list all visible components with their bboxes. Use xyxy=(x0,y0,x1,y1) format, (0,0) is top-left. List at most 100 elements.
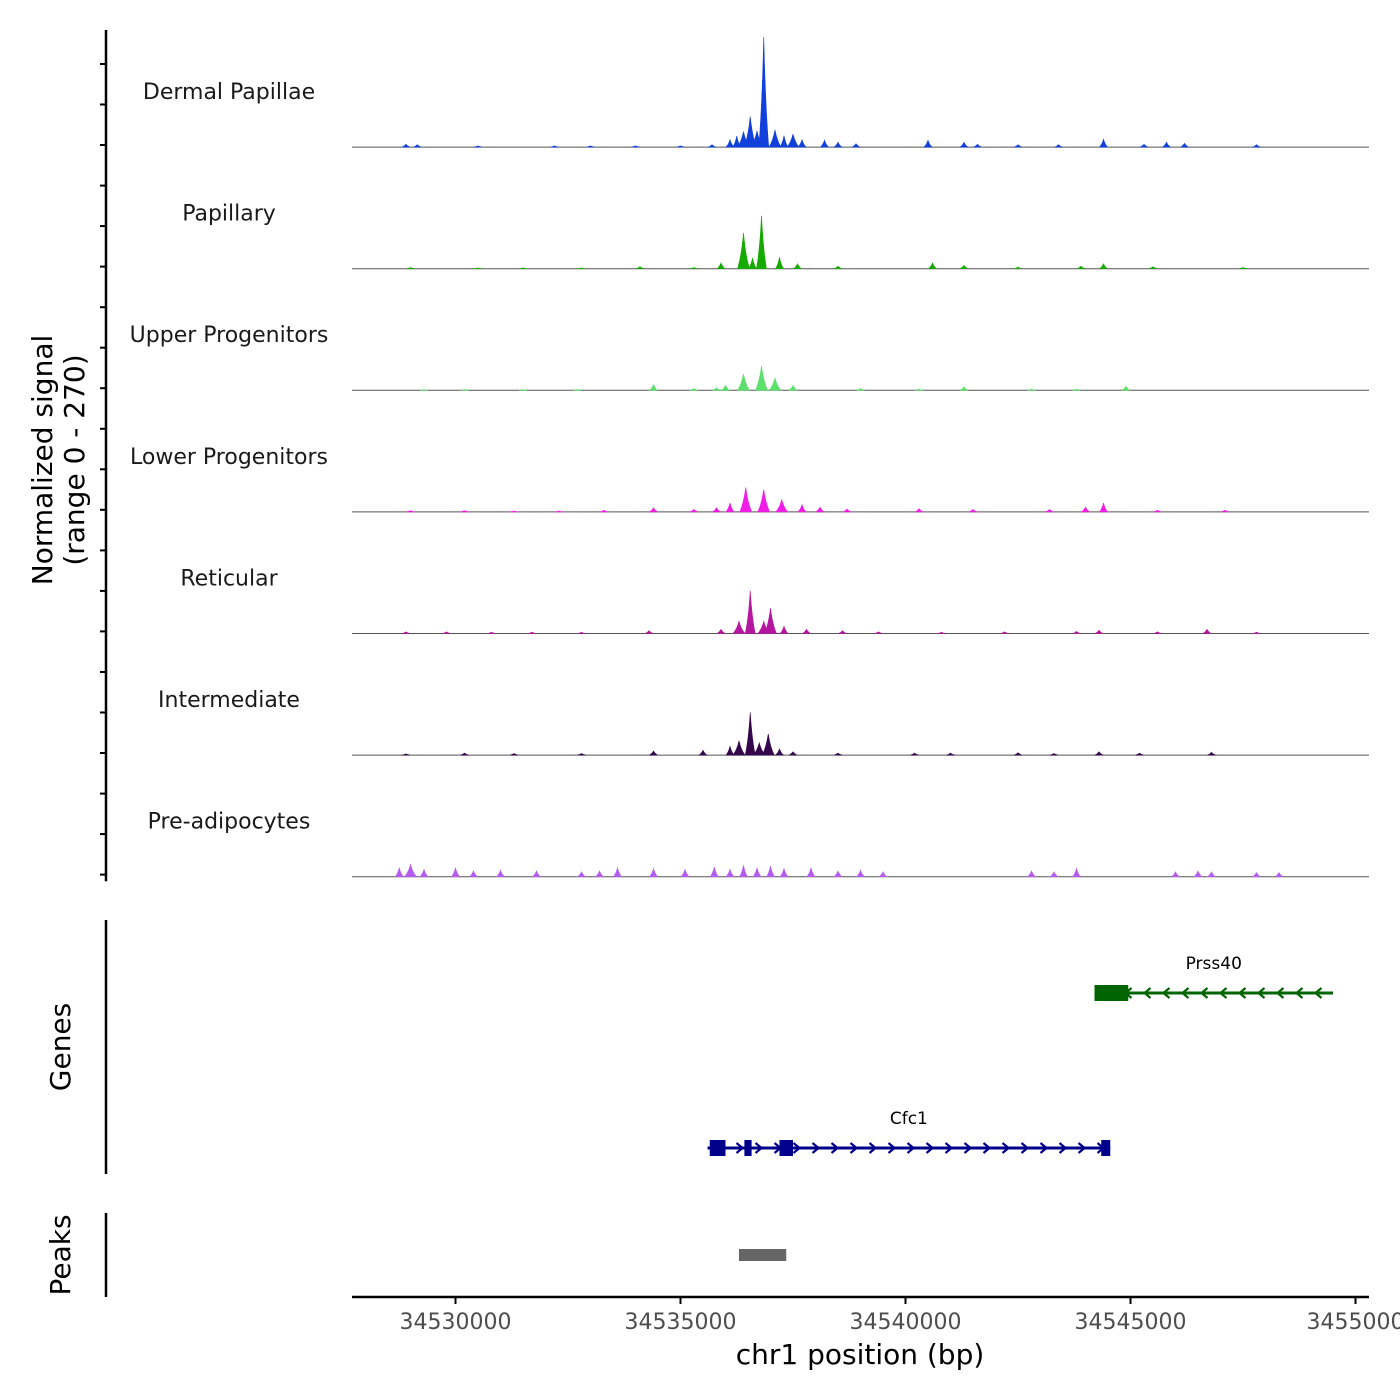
strand-chevron xyxy=(963,1142,973,1154)
coverage-peak xyxy=(1054,144,1063,148)
coverage-peak xyxy=(648,383,659,391)
coverage-peak xyxy=(756,215,767,269)
gene-cfc1: Cfc1 xyxy=(707,1109,1111,1156)
coverage-peak xyxy=(744,590,756,634)
coverage-peak xyxy=(725,746,735,756)
strand-chevron xyxy=(982,1142,992,1154)
strand-chevron xyxy=(1237,987,1247,999)
track-label: Intermediate xyxy=(158,688,300,713)
peak-region xyxy=(739,1249,787,1261)
coverage-peak xyxy=(739,487,753,513)
track-pre-adipocytes: Pre-adipocytes xyxy=(148,810,1369,878)
coverage-peak xyxy=(973,143,982,148)
coverage-peak xyxy=(413,144,422,148)
coverage-peak xyxy=(576,871,587,877)
y-axis-title-line1: Normalized signal xyxy=(26,335,59,586)
track-papillary: Papillary xyxy=(182,202,1369,270)
coverage-peak xyxy=(725,502,735,513)
coverage-peak xyxy=(649,507,658,513)
coverage-peak xyxy=(761,733,775,756)
coverage-peak xyxy=(842,508,852,513)
coverage-peak xyxy=(851,143,861,148)
peaks-track-title: Peaks xyxy=(44,1214,77,1295)
x-tick-label: 34535000 xyxy=(625,1310,737,1335)
coverage-tracks: Dermal Papillae Papillary Upper Progenitor… xyxy=(130,37,1369,878)
gene-label: Cfc1 xyxy=(890,1109,928,1129)
coverage-peak xyxy=(1153,631,1162,634)
coverage-peak xyxy=(487,631,496,634)
coverage-peak xyxy=(1207,751,1216,756)
coverage-peak xyxy=(910,752,919,756)
coverage-peak xyxy=(1013,144,1023,148)
gene-label: Prss40 xyxy=(1186,954,1242,974)
coverage-peak xyxy=(1013,752,1023,756)
coverage-peak xyxy=(1048,871,1060,877)
track-reticular: Reticular xyxy=(180,566,1369,634)
coverage-peak xyxy=(1049,753,1059,756)
coverage-peak xyxy=(527,631,537,634)
coverage-peak xyxy=(968,509,978,513)
coverage-peak xyxy=(550,145,559,148)
track-lower-progenitors: Lower Progenitors xyxy=(130,445,1369,513)
coverage-peak xyxy=(788,751,798,756)
coverage-peak xyxy=(732,620,746,634)
coverage-peak xyxy=(649,750,658,756)
coverage-peak xyxy=(1094,751,1104,756)
coverage-peak xyxy=(1252,144,1261,148)
coverage-peak xyxy=(768,129,782,148)
coverage-peak xyxy=(554,510,564,513)
track-label: Reticular xyxy=(180,566,278,591)
coverage-peak xyxy=(419,868,429,877)
coverage-peak xyxy=(725,138,735,148)
coverage-peak xyxy=(946,752,955,756)
strand-chevron xyxy=(1218,987,1228,999)
track-label: Pre-adipocytes xyxy=(148,810,311,835)
strand-chevron xyxy=(735,1142,745,1154)
coverage-peak xyxy=(1139,143,1149,148)
coverage-peak xyxy=(509,753,519,756)
coverage-peak xyxy=(744,712,756,756)
x-tick-label: 34540000 xyxy=(850,1310,962,1335)
coverage-peak xyxy=(460,389,469,391)
coverage-peak xyxy=(509,510,519,513)
track-label: Lower Progenitors xyxy=(130,445,328,470)
coverage-peak xyxy=(1238,267,1248,269)
strand-chevron xyxy=(849,1142,859,1154)
coverage-peak xyxy=(1252,871,1261,877)
coverage-peak xyxy=(1013,266,1023,269)
coverage-peak xyxy=(648,867,659,877)
track-intermediate: Intermediate xyxy=(158,688,1369,756)
coverage-peak xyxy=(958,141,970,148)
coverage-peak xyxy=(680,868,690,877)
coverage-peak xyxy=(806,867,816,877)
coverage-peak xyxy=(401,143,411,148)
coverage-peak xyxy=(797,138,807,148)
gene-exon xyxy=(1101,1140,1111,1156)
strand-chevron xyxy=(792,1142,802,1154)
coverage-peak xyxy=(833,265,843,269)
track-label: Papillary xyxy=(182,202,276,227)
coverage-peak xyxy=(725,868,735,877)
strand-chevron xyxy=(1020,1142,1030,1154)
coverage-peak xyxy=(1080,506,1091,513)
coverage-peak xyxy=(923,139,933,148)
coverage-peak xyxy=(577,267,586,269)
coverage-peak xyxy=(738,865,749,877)
coverage-peak xyxy=(1072,631,1081,634)
coverage-peak xyxy=(720,384,731,391)
coverage-peak xyxy=(1206,871,1217,877)
coverage-peak xyxy=(1026,870,1037,877)
coverage-peak xyxy=(1000,631,1009,634)
strand-chevron xyxy=(1313,987,1323,999)
peaks-track xyxy=(739,1249,787,1261)
coverage-peak xyxy=(855,869,866,877)
coverage-peak xyxy=(833,870,843,877)
coverage-peak xyxy=(631,145,640,148)
strand-chevron xyxy=(1077,1142,1087,1154)
strand-chevron xyxy=(1001,1142,1011,1154)
coverage-peak xyxy=(752,867,762,877)
coverage-peak xyxy=(712,387,721,391)
coverage-peak xyxy=(612,867,623,877)
gene-exon xyxy=(709,1140,726,1156)
coverage-peak xyxy=(787,384,799,391)
